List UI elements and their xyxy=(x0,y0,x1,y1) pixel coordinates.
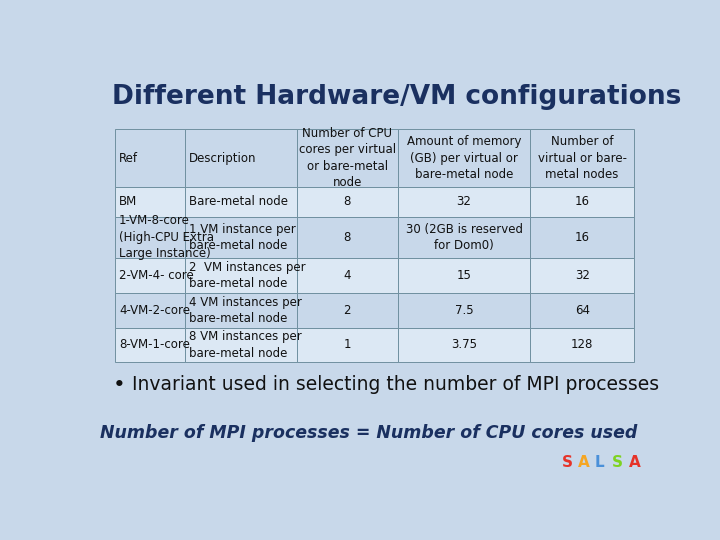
Bar xyxy=(398,217,530,258)
Text: Invariant used in selecting the number of MPI processes: Invariant used in selecting the number o… xyxy=(132,375,659,394)
Bar xyxy=(297,258,398,293)
Text: 30 (2GB is reserved
for Dom0): 30 (2GB is reserved for Dom0) xyxy=(405,222,523,252)
Bar xyxy=(185,328,297,362)
Bar xyxy=(185,293,297,328)
Text: 15: 15 xyxy=(456,269,472,282)
Text: Number of MPI processes = Number of CPU cores used: Number of MPI processes = Number of CPU … xyxy=(100,424,638,442)
Text: Number of CPU
cores per virtual
or bare-metal
node: Number of CPU cores per virtual or bare-… xyxy=(299,127,396,190)
Text: Different Hardware/VM configurations: Different Hardware/VM configurations xyxy=(112,84,682,110)
Bar xyxy=(530,258,634,293)
Bar xyxy=(530,187,634,217)
Text: 1: 1 xyxy=(343,339,351,352)
Text: 4 VM instances per
bare-metal node: 4 VM instances per bare-metal node xyxy=(189,296,302,325)
Text: 1-VM-8-core
(High-CPU Extra
Large Instance): 1-VM-8-core (High-CPU Extra Large Instan… xyxy=(119,214,214,260)
Text: A: A xyxy=(629,455,640,470)
Text: 7.5: 7.5 xyxy=(455,304,474,317)
Bar xyxy=(115,187,185,217)
Text: Ref: Ref xyxy=(119,152,138,165)
Bar xyxy=(530,328,634,362)
Text: S: S xyxy=(612,455,623,470)
Text: 2  VM instances per
bare-metal node: 2 VM instances per bare-metal node xyxy=(189,261,306,291)
Bar xyxy=(297,187,398,217)
Bar xyxy=(185,217,297,258)
Text: 1 VM instance per
bare-metal node: 1 VM instance per bare-metal node xyxy=(189,222,296,252)
Bar xyxy=(185,187,297,217)
Text: 128: 128 xyxy=(571,339,593,352)
Text: 32: 32 xyxy=(575,269,590,282)
Bar xyxy=(398,293,530,328)
Text: •: • xyxy=(112,375,125,395)
Text: 16: 16 xyxy=(575,195,590,208)
Text: 64: 64 xyxy=(575,304,590,317)
Text: A: A xyxy=(578,455,590,470)
Bar xyxy=(530,217,634,258)
Bar xyxy=(115,328,185,362)
Bar xyxy=(297,293,398,328)
Bar xyxy=(115,217,185,258)
Text: Description: Description xyxy=(189,152,256,165)
Bar xyxy=(297,328,398,362)
Text: 2: 2 xyxy=(343,304,351,317)
Text: 8: 8 xyxy=(343,231,351,244)
Bar xyxy=(398,129,530,187)
Bar xyxy=(398,187,530,217)
Text: BM: BM xyxy=(119,195,138,208)
Text: 3.75: 3.75 xyxy=(451,339,477,352)
Bar xyxy=(530,293,634,328)
Text: L: L xyxy=(595,455,605,470)
Bar xyxy=(115,293,185,328)
Bar xyxy=(398,258,530,293)
Text: S: S xyxy=(562,455,572,470)
Bar xyxy=(398,328,530,362)
Bar xyxy=(185,258,297,293)
Text: 8 VM instances per
bare-metal node: 8 VM instances per bare-metal node xyxy=(189,330,302,360)
Text: 16: 16 xyxy=(575,231,590,244)
Bar xyxy=(530,129,634,187)
Bar xyxy=(297,129,398,187)
Text: Bare-metal node: Bare-metal node xyxy=(189,195,288,208)
Text: Number of
virtual or bare-
metal nodes: Number of virtual or bare- metal nodes xyxy=(538,135,626,181)
Text: 32: 32 xyxy=(456,195,472,208)
Text: 4: 4 xyxy=(343,269,351,282)
Text: 8-VM-1-core: 8-VM-1-core xyxy=(119,339,190,352)
Bar xyxy=(115,129,185,187)
Text: Amount of memory
(GB) per virtual or
bare-metal node: Amount of memory (GB) per virtual or bar… xyxy=(407,135,521,181)
Text: 2-VM-4- core: 2-VM-4- core xyxy=(119,269,194,282)
Bar xyxy=(297,217,398,258)
Bar xyxy=(185,129,297,187)
Text: 8: 8 xyxy=(343,195,351,208)
Bar xyxy=(115,258,185,293)
Text: 4-VM-2-core: 4-VM-2-core xyxy=(119,304,190,317)
